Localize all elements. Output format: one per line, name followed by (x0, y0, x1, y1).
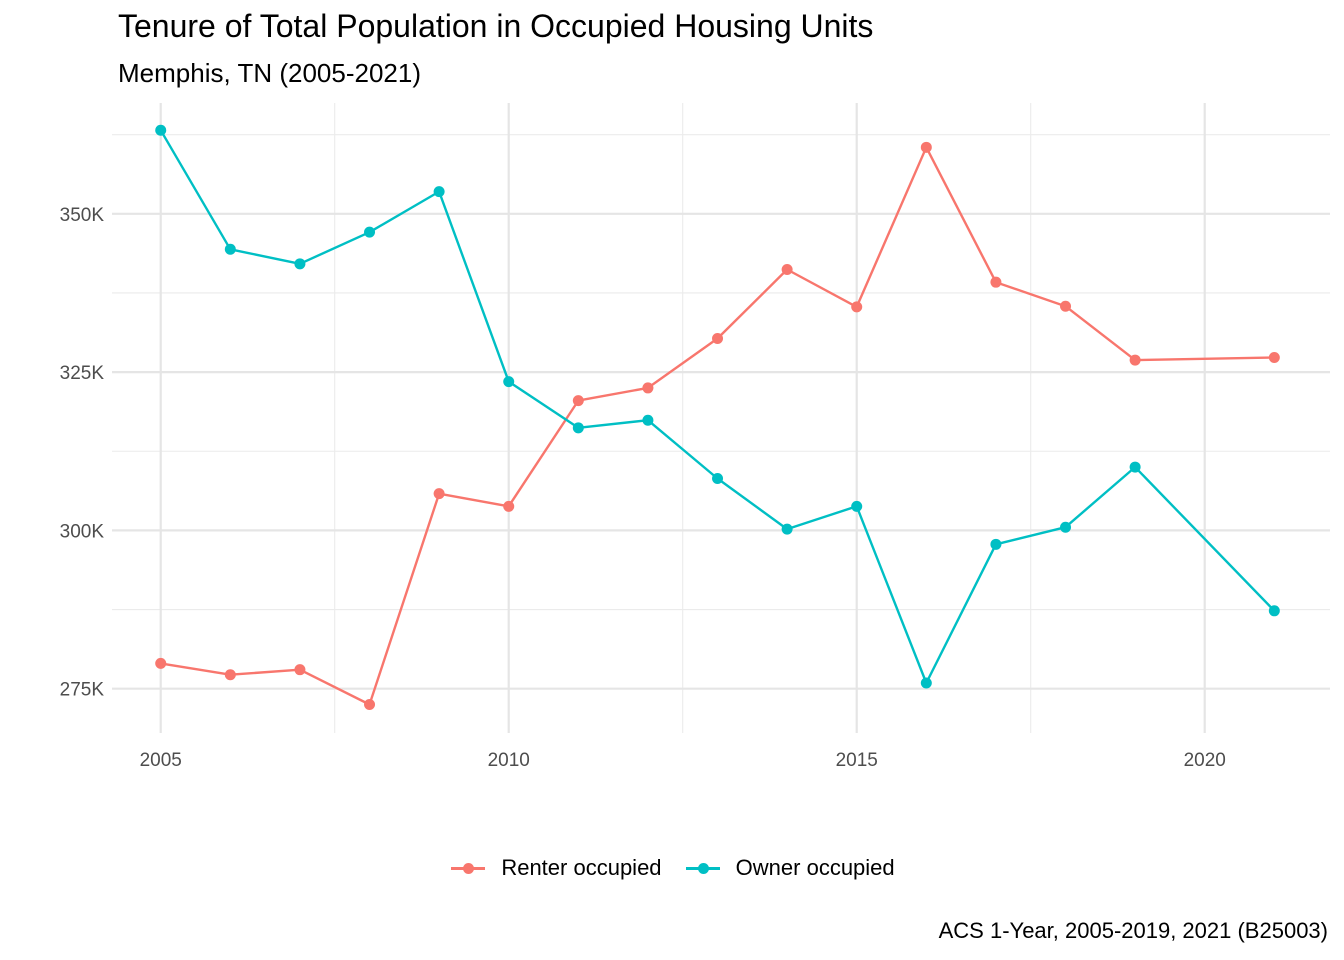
data-point-0 (433, 488, 445, 500)
data-point-1 (990, 538, 1002, 550)
data-point-0 (155, 657, 167, 669)
data-point-0 (920, 141, 932, 153)
y-tick-label: 350K (60, 205, 105, 226)
data-point-0 (1060, 300, 1072, 312)
data-point-0 (851, 301, 863, 313)
x-tick-label: 2005 (140, 750, 182, 771)
y-tick-label: 275K (60, 680, 105, 701)
data-point-1 (155, 124, 167, 136)
data-point-0 (712, 333, 724, 345)
series-line-0 (160, 146, 1275, 706)
legend-key-owner (684, 858, 722, 878)
data-point-0 (642, 382, 654, 394)
data-point-0 (781, 264, 793, 276)
data-point-1 (294, 258, 306, 270)
legend-label-renter: Renter occupied (501, 855, 662, 880)
data-point-0 (990, 276, 1002, 288)
data-point-1 (503, 376, 515, 388)
data-point-0 (503, 500, 515, 512)
data-point-0 (572, 395, 584, 407)
data-point-1 (433, 186, 445, 198)
data-point-1 (1268, 605, 1280, 617)
data-point-0 (1268, 352, 1280, 364)
series-line-1 (159, 129, 1276, 685)
data-point-1 (781, 523, 793, 535)
chart-subtitle: Memphis, TN (2005-2021) (118, 58, 421, 88)
data-point-0 (1129, 354, 1141, 366)
data-point-1 (851, 500, 863, 512)
data-point-0 (364, 699, 376, 711)
line-chart: 2005 2010 2015 2020 275K 300K 325K 350K (60, 103, 1330, 771)
y-tick-label: 300K (60, 521, 105, 542)
data-point-0 (294, 664, 306, 676)
legend-item-renter: Renter occupied (449, 855, 662, 881)
x-tick-label: 2020 (1184, 750, 1226, 771)
data-point-0 (224, 669, 236, 681)
x-tick-label: 2010 (488, 750, 530, 771)
data-point-1 (224, 243, 236, 255)
legend-label-owner: Owner occupied (735, 855, 895, 880)
data-point-1 (920, 677, 932, 689)
data-point-1 (572, 422, 584, 434)
chart-caption: ACS 1-Year, 2005-2019, 2021 (B25003) (938, 918, 1328, 943)
legend-item-owner: Owner occupied (684, 855, 895, 881)
data-point-1 (712, 472, 724, 484)
legend-key-renter (449, 858, 487, 878)
data-point-1 (364, 226, 376, 238)
data-point-1 (1129, 461, 1141, 473)
legend: Renter occupied Owner occupied (0, 855, 1344, 884)
chart-title: Tenure of Total Population in Occupied H… (118, 8, 874, 44)
data-point-1 (642, 414, 654, 426)
data-point-1 (1060, 521, 1072, 533)
y-tick-label: 325K (60, 363, 105, 384)
x-tick-label: 2015 (836, 750, 878, 771)
